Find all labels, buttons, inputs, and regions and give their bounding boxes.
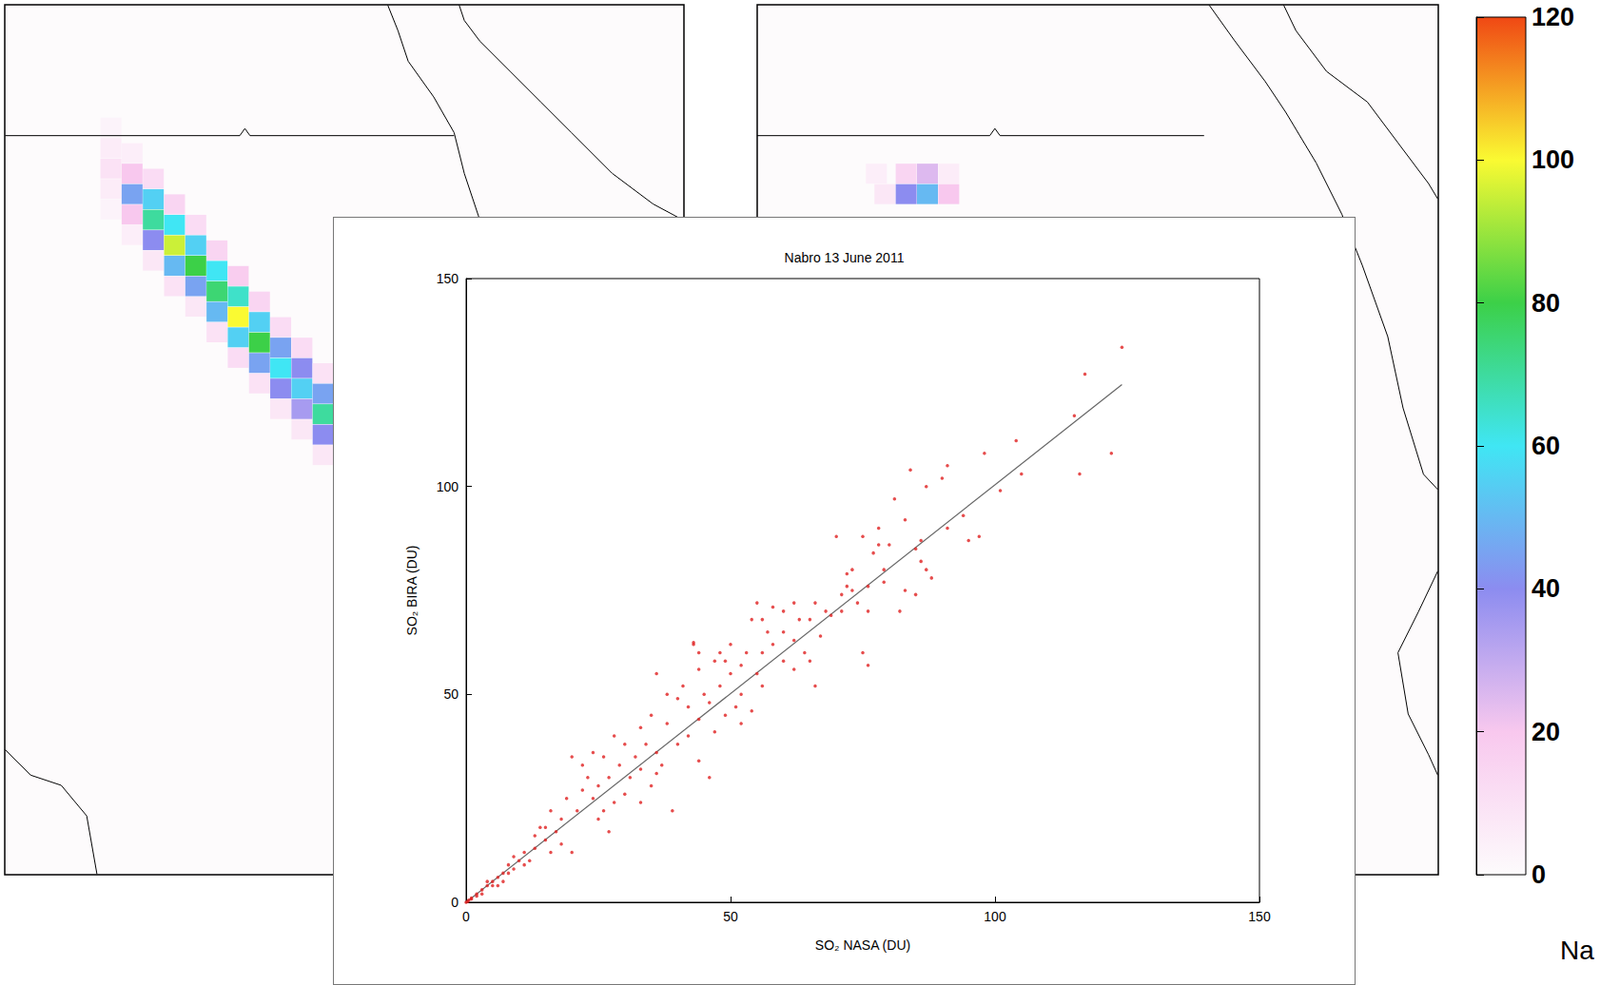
svg-text:Na: Na [1560,936,1595,966]
svg-text:50: 50 [443,686,459,703]
svg-text:60: 60 [1531,431,1561,461]
svg-text:SO₂ NASA (DU): SO₂ NASA (DU) [815,937,911,954]
svg-text:50: 50 [722,909,739,925]
svg-text:0: 0 [462,909,470,925]
svg-text:Nabro 13 June 2011: Nabro 13 June 2011 [784,250,905,266]
svg-text:0: 0 [450,895,459,911]
svg-text:SO₂ BIRA (DU): SO₂ BIRA (DU) [404,546,420,637]
svg-text:0: 0 [1531,860,1546,890]
svg-text:150: 150 [436,271,460,287]
svg-text:20: 20 [1531,718,1561,747]
svg-text:150: 150 [1248,909,1271,925]
svg-text:100: 100 [1531,145,1575,175]
svg-text:40: 40 [1531,574,1561,604]
svg-text:80: 80 [1531,289,1561,318]
svg-text:100: 100 [983,909,1007,925]
svg-text:100: 100 [436,479,460,495]
svg-text:120: 120 [1531,2,1575,32]
